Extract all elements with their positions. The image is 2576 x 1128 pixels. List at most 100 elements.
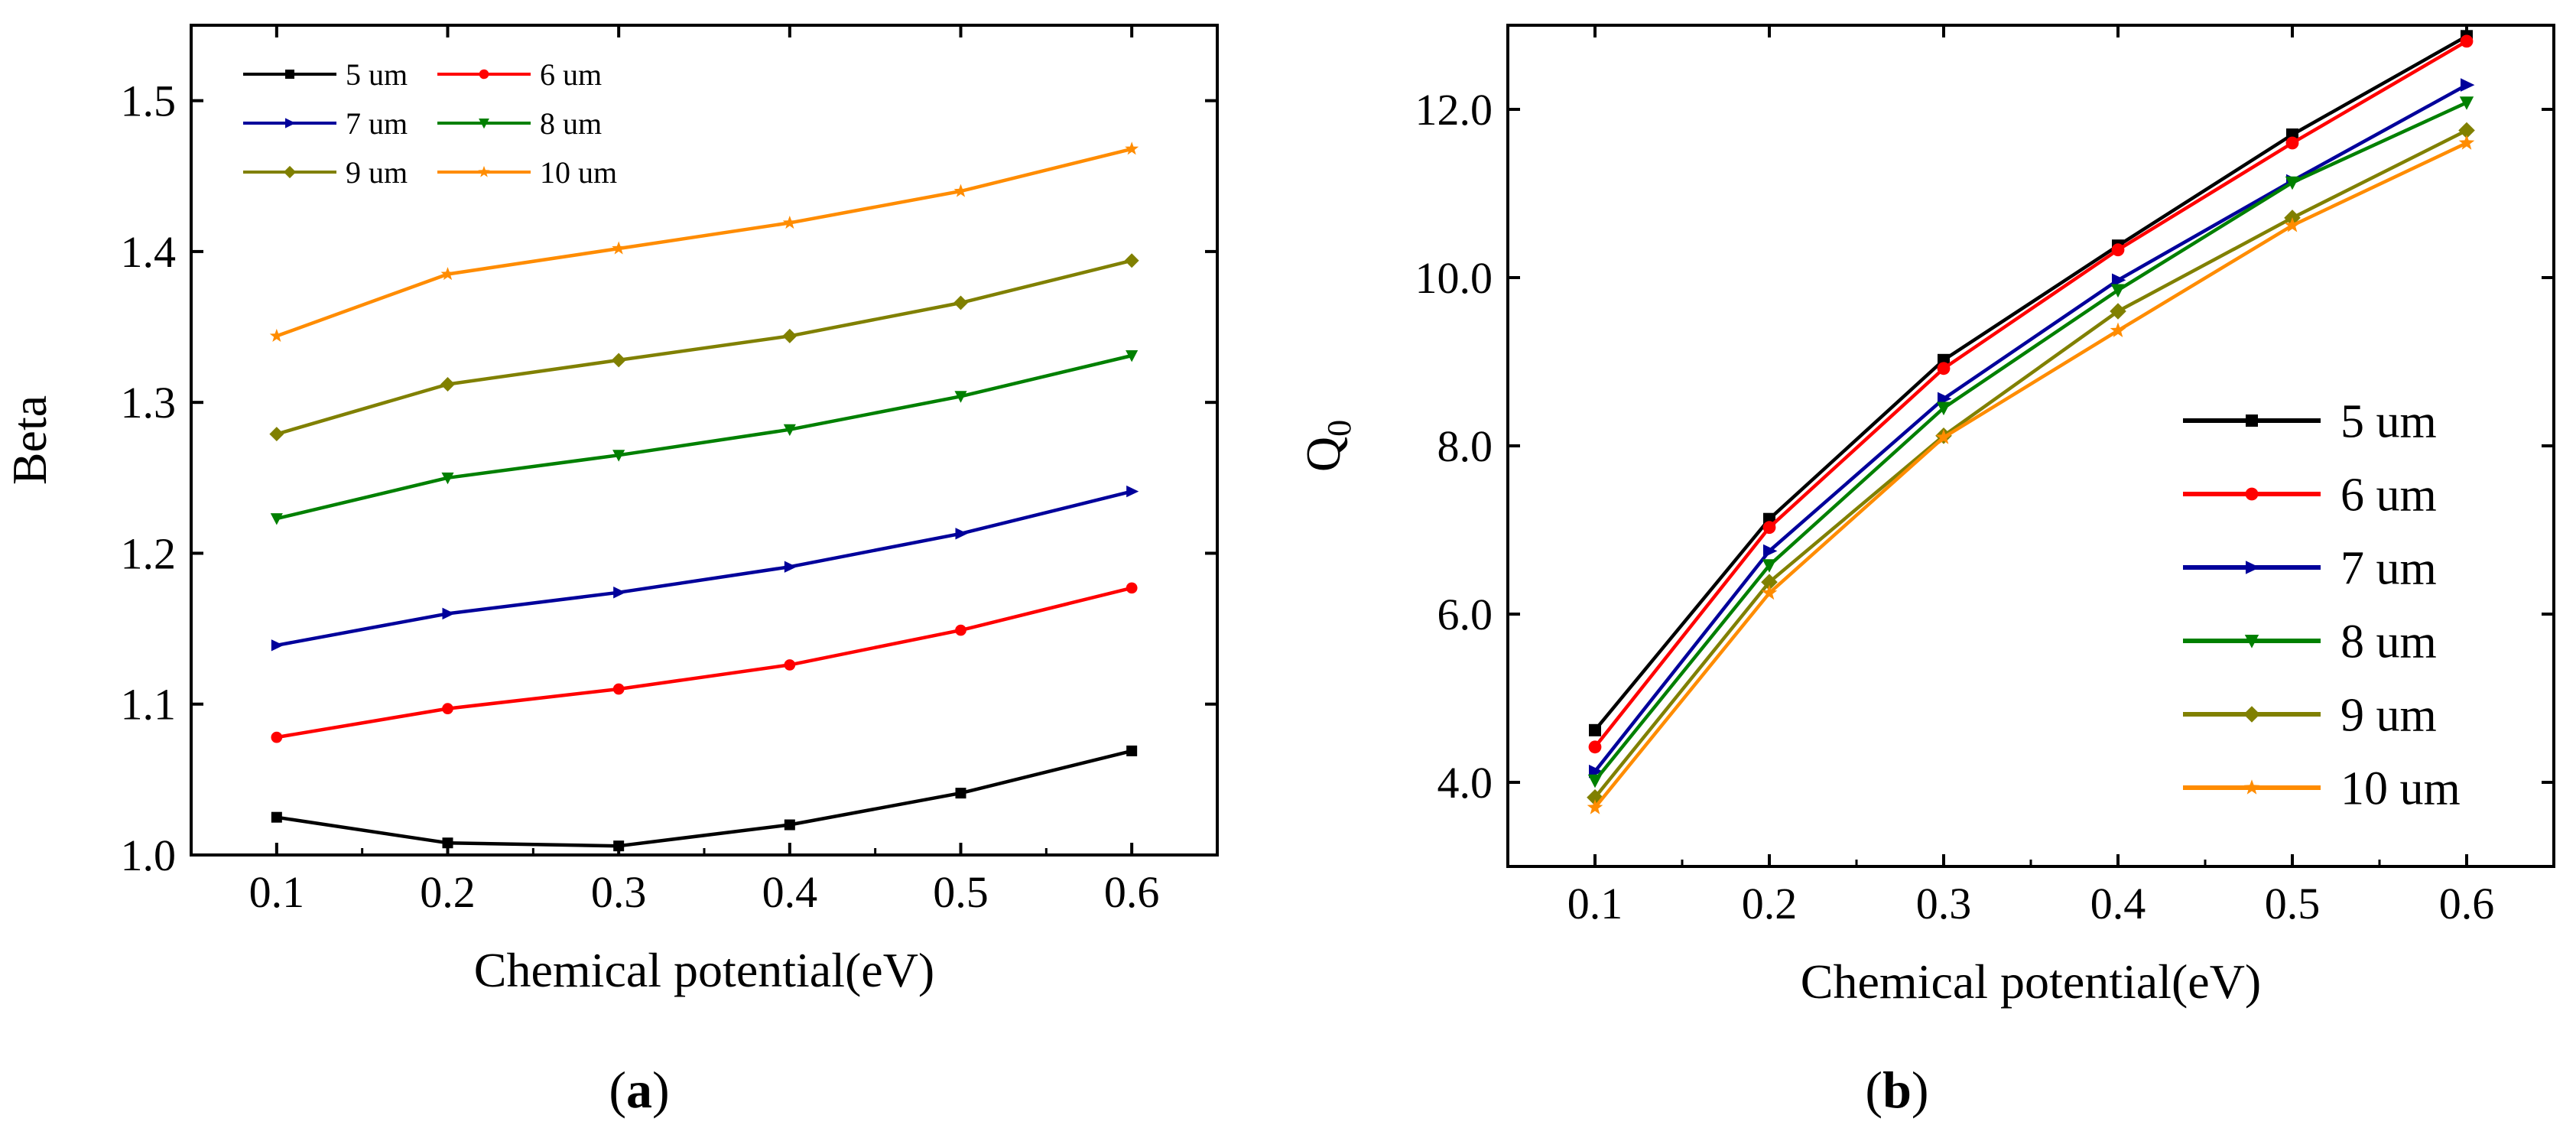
data-point — [442, 703, 453, 714]
y-tick-label: 12.0 — [1415, 85, 1493, 135]
data-point — [2285, 136, 2299, 150]
x-tick-label: 0.3 — [1916, 879, 1972, 928]
x-tick-label: 0.5 — [933, 867, 989, 917]
data-point — [2110, 322, 2126, 337]
data-point — [955, 624, 966, 636]
legend-marker — [478, 165, 490, 177]
series-8-um — [270, 350, 1139, 525]
x-tick-label: 0.3 — [591, 867, 647, 917]
y-tick-label: 8.0 — [1437, 421, 1493, 471]
plot-frame — [190, 24, 1219, 857]
y-axis-label-main: Beta — [2, 395, 57, 485]
data-point — [2112, 273, 2126, 288]
data-point — [2285, 176, 2300, 190]
legend-item: 6 um — [2183, 470, 2437, 522]
data-point — [270, 513, 283, 525]
data-point — [953, 295, 968, 310]
data-point — [955, 788, 966, 799]
legend-marker — [2246, 561, 2260, 574]
series-9-um — [269, 253, 1139, 442]
series-line — [1593, 141, 2467, 809]
x-tick-label: 0.6 — [1104, 867, 1160, 917]
data-point — [1126, 350, 1139, 362]
data-point — [784, 659, 796, 671]
legend-item: 6 um — [437, 57, 602, 92]
data-point — [1126, 745, 1138, 756]
legend-marker — [2243, 779, 2260, 795]
y-tick-label: 1.0 — [121, 831, 177, 880]
x-tick-label: 0.4 — [762, 867, 818, 917]
legend-label: 9 um — [2340, 690, 2437, 742]
series-line — [276, 147, 1132, 338]
legend-label: 6 um — [2340, 470, 2437, 522]
series-6-um — [271, 582, 1138, 743]
legend-label: 8 um — [2340, 616, 2437, 668]
legend-marker — [2243, 706, 2260, 723]
legend-marker — [285, 70, 294, 79]
legend: 5 um 6 um 7 um 8 um 9 um 10 um — [2183, 396, 2461, 815]
data-point — [783, 424, 796, 437]
data-point — [613, 840, 625, 852]
y-tick-label: 4.0 — [1437, 758, 1493, 808]
data-point — [269, 328, 284, 342]
data-point — [269, 427, 284, 442]
panel-label-close-paren: ) — [652, 1061, 670, 1119]
data-point — [442, 607, 455, 620]
series-line — [1593, 128, 2468, 799]
data-point — [1762, 521, 1776, 535]
panel-label-open-paren: ( — [1865, 1061, 1882, 1119]
x-tick-label: 0.1 — [249, 867, 305, 917]
data-point — [954, 391, 967, 403]
x-tick-label: 0.5 — [2265, 879, 2321, 928]
y-axis-label: Beta — [2, 395, 57, 485]
panel-b: 0.1 0.2 0.3 0.4 0.5 0.6 4.0 6.0 8.0 10.0 12.0 Chemi… — [1296, 24, 2555, 1119]
x-tick-label: 0.4 — [2090, 879, 2146, 928]
y-axis-label-main: Q — [1296, 437, 1350, 472]
data-point — [440, 267, 455, 281]
legend-label: 7 um — [2340, 543, 2437, 595]
series-10-um — [269, 141, 1139, 342]
data-point — [1124, 253, 1139, 268]
series-7-um — [271, 485, 1139, 652]
data-point — [1587, 774, 1603, 788]
legend-item: 9 um — [2183, 690, 2437, 742]
x-tick-label: 0.2 — [420, 867, 476, 917]
series-line — [1593, 39, 2468, 749]
series-line — [276, 353, 1132, 521]
x-tick-label: 0.2 — [1742, 879, 1798, 928]
data-point — [1762, 559, 1777, 573]
panel-label-open-paren: ( — [609, 1061, 626, 1119]
legend-marker — [285, 118, 296, 128]
y-tick-label: 1.2 — [121, 528, 177, 578]
data-point — [271, 811, 282, 823]
data-point — [441, 472, 454, 485]
data-point — [2458, 135, 2475, 150]
series-5-um — [271, 745, 1138, 852]
series-line — [276, 489, 1132, 648]
y-tick-label: 10.0 — [1415, 253, 1493, 303]
data-point — [2111, 243, 2125, 257]
y-tick-label: 6.0 — [1437, 590, 1493, 639]
data-point — [1761, 574, 1778, 590]
legend-label: 5 um — [346, 57, 408, 92]
legend-marker — [479, 119, 489, 129]
legend-label: 10 um — [540, 155, 617, 190]
data-point — [613, 587, 626, 599]
panel-label-letter: b — [1882, 1061, 1912, 1119]
legend-item: 8 um — [437, 106, 602, 141]
data-point — [271, 731, 283, 743]
x-tick-label: 0.1 — [1567, 879, 1623, 928]
data-point — [442, 837, 453, 849]
y-axis-label-subscript: 0 — [1320, 420, 1358, 437]
data-point — [1589, 723, 1601, 736]
series-8-um — [1587, 96, 2474, 788]
series-line — [1593, 101, 2467, 782]
x-axis-label: Chemical potential(eV) — [474, 943, 934, 997]
data-point — [782, 328, 797, 343]
series-line — [276, 749, 1132, 848]
panel-label: (a) — [609, 1061, 669, 1119]
legend-item: 5 um — [2183, 396, 2437, 448]
legend-label: 10 um — [2340, 763, 2461, 815]
panel-label-letter: a — [626, 1061, 652, 1119]
